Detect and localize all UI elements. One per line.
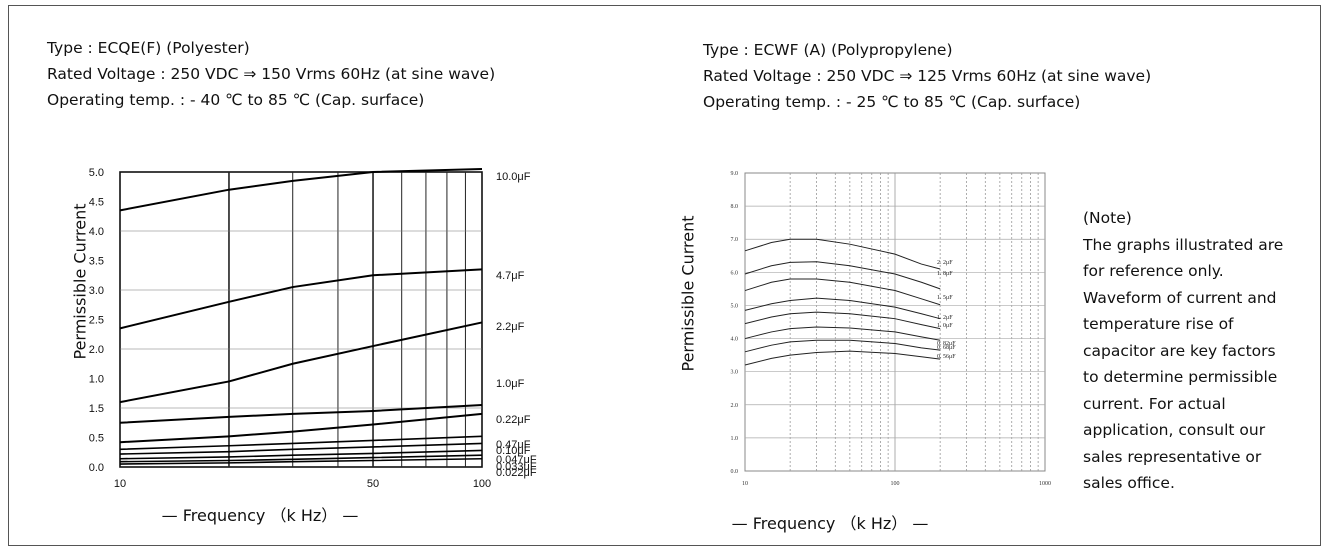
y-tick-label: 5.0 (89, 167, 104, 179)
y-tick-label: 5.0 (731, 303, 739, 309)
note-line: capacitor are key factors (1083, 341, 1276, 360)
y-tick-label: 4.0 (89, 226, 104, 238)
series-label: 0.033μF (496, 461, 537, 473)
y-tick-label: 8.0 (731, 204, 739, 210)
series-line (119, 268, 483, 330)
y-tick-label: 1.5 (89, 403, 104, 415)
x-tick-label: 10 (114, 478, 126, 490)
x-tick-label: 100 (473, 478, 491, 490)
series-line (119, 404, 483, 424)
series-label: 2.2μF (496, 321, 525, 333)
y-tick-label: 2.0 (89, 344, 104, 356)
series-label: 10.0μF (496, 171, 531, 183)
polyester-chart: 0.0 0.5 1.5 1.0 2.0 2.5 3.0 3.5 4.0 4.5 5.0 10 50 100… (89, 167, 537, 490)
series-label: 0.10μF (496, 445, 531, 457)
series-label: 0. 56μF (937, 354, 956, 360)
note-line: sales office. (1083, 474, 1175, 492)
series-line (744, 261, 941, 290)
note-line: Waveform of current and (1083, 288, 1277, 307)
y-tick-label: 2.0 (731, 403, 739, 409)
y-tick-label: 0.0 (89, 462, 104, 474)
series-label: 0.47μF (496, 439, 531, 451)
series-line (119, 168, 483, 212)
note-line: temperature rise of (1083, 315, 1234, 333)
right-type-line: Type : ECWF (A) (Polypropylene) (703, 41, 953, 59)
note-line: application, consult our (1083, 421, 1266, 439)
left-voltage-line: Rated Voltage : 250 VDC ⇒ 150 Vrms 60Hz … (47, 65, 496, 83)
series-line (744, 297, 941, 320)
series-label: 0.047μF (496, 454, 537, 466)
y-tick-label: 6.0 (731, 270, 739, 276)
series-label: 0.022μF (496, 467, 537, 479)
series-line (119, 442, 483, 455)
series-line (119, 457, 483, 465)
x-tick-label: 50 (367, 478, 379, 490)
left-temp-line: Operating temp. : - 40 ℃ to 85 ℃ (Cap. s… (47, 91, 425, 109)
series-line (744, 350, 941, 366)
series-line (744, 238, 941, 270)
note-line: sales representative or (1083, 447, 1262, 466)
left-type-line: Type : ECQE(F) (Polyester) (47, 39, 250, 57)
series-label: 1. 0μF (937, 323, 953, 329)
y-tick-label: 1.0 (731, 436, 739, 442)
y-tick-label: 3.0 (731, 370, 739, 376)
x-tick-label: 1000 (1039, 481, 1051, 487)
y-tick-label: 2.5 (89, 315, 104, 327)
series-label: 0.22μF (496, 414, 531, 426)
right-x-axis-label: — Frequency （k Hz） — (731, 514, 929, 533)
series-label: 0. 68μF (937, 345, 956, 351)
series-label: 1. 8μF (937, 271, 953, 277)
note-line: current. For actual (1083, 394, 1226, 413)
left-y-axis-label: Permissible Current (70, 203, 90, 360)
figure-frame (8, 5, 1321, 546)
y-tick-label: 4.5 (89, 197, 104, 209)
series-label: 1.0μF (496, 378, 525, 390)
note-block: (Note) The graphs illustrated are for re… (1083, 205, 1328, 497)
right-temp-line: Operating temp. : - 25 ℃ to 85 ℃ (Cap. s… (703, 93, 1081, 111)
series-label: 1. 2μF (937, 315, 953, 321)
y-tick-label: 0.5 (89, 433, 104, 445)
y-tick-label: 1.0 (89, 374, 104, 386)
y-tick-label: 7.0 (731, 237, 739, 243)
series-line (119, 412, 483, 444)
x-tick-label: 10 (742, 481, 748, 487)
right-y-axis-label: Permissible Current (678, 215, 698, 372)
y-tick-label: 4.0 (731, 337, 739, 343)
series-line (744, 311, 941, 330)
x-tick-label: 100 (891, 481, 900, 487)
series-line (119, 321, 483, 404)
note-line: for reference only. (1083, 262, 1224, 280)
note-title: (Note) (1083, 209, 1132, 227)
series-line (119, 449, 483, 460)
left-spec-block: Type : ECQE(F) (Polyester) Rated Voltage… (47, 35, 495, 113)
series-label: 2. 2μF (937, 260, 953, 266)
series-line (119, 454, 483, 463)
series-label: 1. 5μF (937, 295, 953, 301)
note-line: The graphs illustrated are (1083, 235, 1284, 254)
series-line (744, 326, 941, 341)
y-tick-label: 9.0 (731, 171, 739, 177)
right-spec-block: Type : ECWF (A) (Polypropylene) Rated Vo… (703, 37, 1151, 115)
y-tick-label: 3.5 (89, 256, 104, 268)
series-line (119, 435, 483, 451)
right-voltage-line: Rated Voltage : 250 VDC ⇒ 125 Vrms 60Hz … (703, 67, 1152, 85)
y-tick-label: 3.0 (89, 285, 104, 297)
series-label: 4.7μF (496, 270, 525, 282)
y-tick-label: 0.0 (731, 469, 739, 475)
series-line (744, 339, 941, 353)
series-line (744, 278, 941, 306)
left-x-axis-label: — Frequency （k Hz） — (161, 506, 359, 525)
plot-frame (119, 171, 483, 468)
polypropylene-chart: 0.0 1.0 2.0 3.0 4.0 5.0 6.0 7.0 8.0 9.0 10 100 1000 2… (731, 171, 1052, 487)
note-line: to determine permissible (1083, 368, 1278, 386)
series-label: 0. 82μF (937, 341, 956, 347)
